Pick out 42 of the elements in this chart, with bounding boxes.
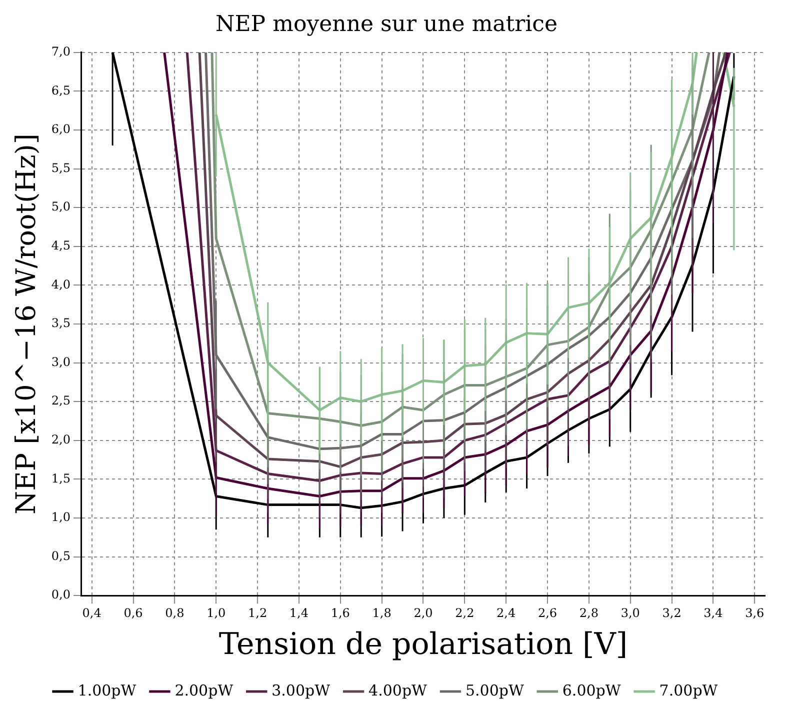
y-axis-title: NEP [x10^−16 W/root(Hz)] xyxy=(11,134,42,514)
x-tick-label: 1,4 xyxy=(289,606,309,620)
y-tick-label: 2,5 xyxy=(51,394,70,408)
legend-label: 7.00pW xyxy=(659,681,718,700)
x-tick-label: 3,2 xyxy=(662,606,682,620)
x-tick-label: 0,4 xyxy=(82,606,102,620)
y-tick-label: 3,5 xyxy=(51,316,70,330)
legend-label: 4.00pW xyxy=(368,681,428,700)
y-tick-label: 1,5 xyxy=(51,471,70,486)
x-tick-label: 2,4 xyxy=(496,606,516,620)
legend-label: 6.00pW xyxy=(562,681,622,700)
y-tick-label: 5,5 xyxy=(51,160,70,175)
y-tick-label: 4,5 xyxy=(51,238,70,253)
y-tick-label: 5,0 xyxy=(51,200,70,214)
x-tick-label: 1,2 xyxy=(248,606,268,620)
legend-label: 2.00pW xyxy=(174,681,234,700)
x-tick-label: 0,6 xyxy=(124,606,143,620)
legend-label: 3.00pW xyxy=(272,681,331,700)
y-tick-label: 1,0 xyxy=(51,510,70,524)
x-tick-label: 2,2 xyxy=(455,606,474,620)
y-tick-label: 7,0 xyxy=(51,44,70,59)
x-tick-label: 3,4 xyxy=(704,606,724,620)
y-tick-label: 4,0 xyxy=(51,277,70,292)
x-axis-title: Tension de polarisation [V] xyxy=(218,626,628,662)
y-tick-label: 3,0 xyxy=(51,354,70,369)
y-tick-label: 0,5 xyxy=(51,548,70,563)
legend-label: 5.00pW xyxy=(465,681,524,700)
chart-title: NEP moyenne sur une matrice xyxy=(215,12,558,37)
x-tick-label: 3,6 xyxy=(745,606,764,620)
y-tick-label: 6,0 xyxy=(51,122,70,136)
x-tick-label: 1,6 xyxy=(330,606,350,620)
y-tick-label: 2,0 xyxy=(51,432,70,447)
x-tick-label: 2,6 xyxy=(538,606,558,620)
y-tick-label: 6,5 xyxy=(51,83,70,98)
x-tick-label: 1,0 xyxy=(206,606,226,620)
x-tick-label: 2,0 xyxy=(414,606,433,620)
x-tick-label: 2,8 xyxy=(579,606,598,620)
legend-label: 1.00pW xyxy=(78,681,137,700)
x-tick-label: 1,8 xyxy=(372,606,392,620)
y-tick-label: 0,0 xyxy=(51,588,70,602)
x-tick-label: 3,0 xyxy=(620,606,640,620)
x-tick-label: 0,8 xyxy=(165,606,184,620)
